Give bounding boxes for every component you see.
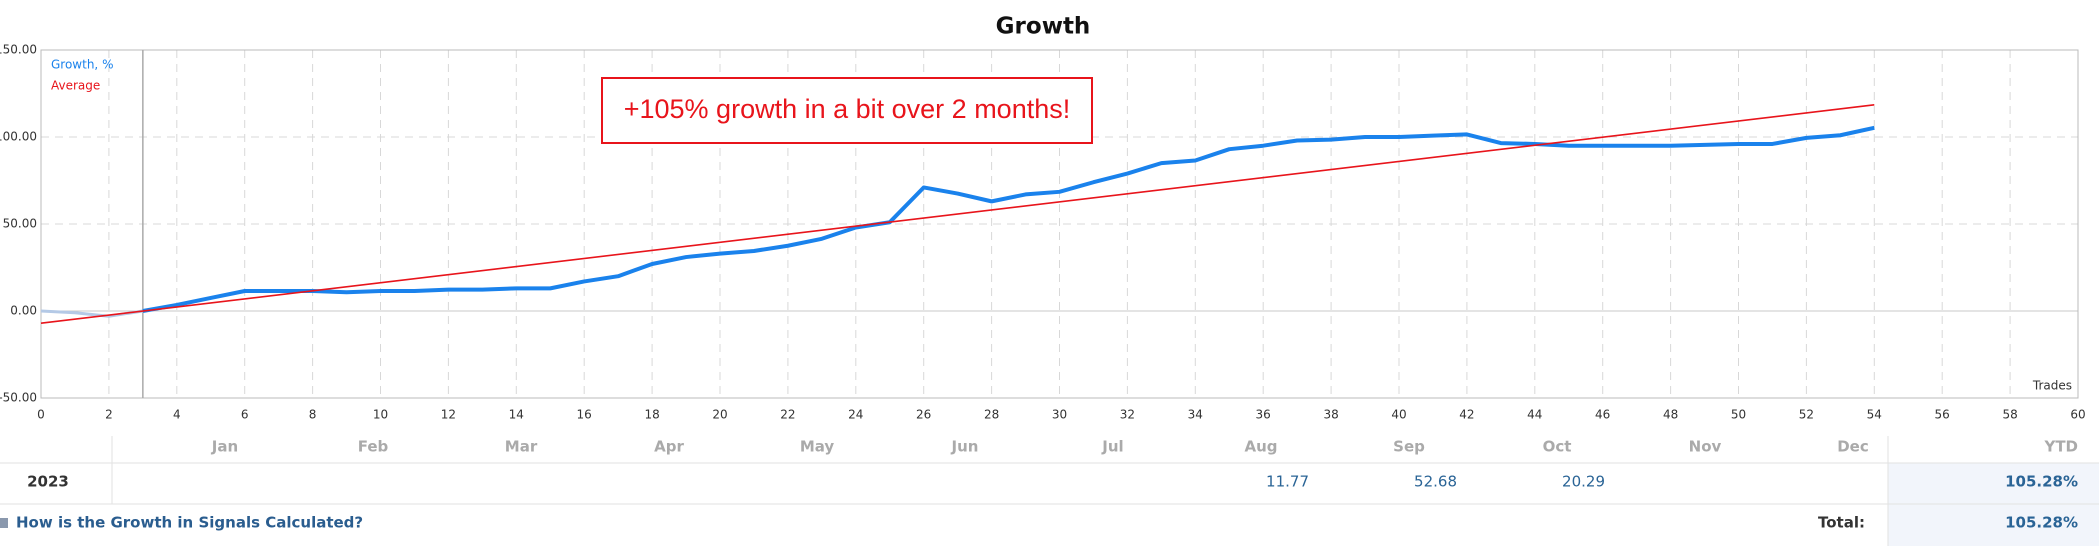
x-tick-label: 38 <box>1323 408 1338 422</box>
x-tick-label: 42 <box>1459 408 1474 422</box>
x-tick-label: 12 <box>441 408 456 422</box>
month-header: Mar <box>505 438 538 456</box>
month-header: Oct <box>1543 438 1572 456</box>
x-tick-label: 8 <box>309 408 317 422</box>
month-header: Feb <box>358 438 389 456</box>
x-tick-label: 16 <box>577 408 592 422</box>
legend-entry: Growth, % <box>51 58 113 72</box>
x-axis-label: Trades <box>2032 379 2072 393</box>
x-tick-label: 48 <box>1663 408 1678 422</box>
x-tick-label: 22 <box>780 408 795 422</box>
x-tick-label: 0 <box>37 408 45 422</box>
y-tick-label: 150.00 <box>0 43 37 57</box>
month-header: Aug <box>1244 438 1277 456</box>
month-header: Jun <box>951 438 979 456</box>
x-tick-label: 24 <box>848 408 863 422</box>
month-header: Nov <box>1689 438 1722 456</box>
x-tick-label: 30 <box>1052 408 1067 422</box>
annotation-box <box>601 77 1093 144</box>
month-value: 52.68 <box>1414 473 1457 491</box>
y-tick-label: 50.00 <box>3 217 37 231</box>
total-label: Total: <box>1818 514 1865 532</box>
y-tick-label: 100.00 <box>0 130 37 144</box>
x-tick-label: 18 <box>644 408 659 422</box>
row-year: 2023 <box>27 473 69 491</box>
legend-entry: Average <box>51 79 100 93</box>
month-header: Jan <box>211 438 238 456</box>
y-tick-label: 0.00 <box>10 304 37 318</box>
x-tick-label: 40 <box>1391 408 1406 422</box>
x-tick-label: 20 <box>712 408 727 422</box>
x-tick-label: 4 <box>173 408 181 422</box>
ytd-header: YTD <box>2043 438 2078 456</box>
month-header: Sep <box>1393 438 1425 456</box>
series-line <box>40 104 1875 324</box>
x-tick-label: 58 <box>2002 408 2017 422</box>
x-tick-label: 52 <box>1799 408 1814 422</box>
x-tick-label: 28 <box>984 408 999 422</box>
ytd-value: 105.28% <box>2005 473 2078 491</box>
chart-title: Growth <box>996 14 1091 40</box>
x-tick-label: 50 <box>1731 408 1746 422</box>
annotation: +105% growth in a bit over 2 months! <box>624 94 1071 124</box>
x-tick-label: 10 <box>373 408 388 422</box>
x-tick-label: 14 <box>509 408 524 422</box>
month-header: Apr <box>654 438 684 456</box>
plot-border <box>40 49 2079 399</box>
help-link[interactable]: How is the Growth in Signals Calculated? <box>16 514 363 532</box>
x-tick-label: 54 <box>1867 408 1882 422</box>
help-icon <box>0 518 8 528</box>
x-tick-label: 32 <box>1120 408 1135 422</box>
month-header: May <box>800 438 835 456</box>
y-tick-label: -50.00 <box>0 391 37 405</box>
x-tick-label: 34 <box>1188 408 1203 422</box>
x-tick-label: 46 <box>1595 408 1610 422</box>
x-tick-label: 56 <box>1935 408 1950 422</box>
x-tick-label: 60 <box>2070 408 2085 422</box>
x-tick-label: 44 <box>1527 408 1542 422</box>
x-tick-label: 26 <box>916 408 931 422</box>
month-header: Dec <box>1837 438 1869 456</box>
x-tick-label: 2 <box>105 408 113 422</box>
x-tick-label: 36 <box>1256 408 1271 422</box>
month-value: 20.29 <box>1562 473 1605 491</box>
series-line <box>142 125 1875 313</box>
x-tick-label: 6 <box>241 408 249 422</box>
total-value: 105.28% <box>2005 514 2078 532</box>
month-header: Jul <box>1101 438 1123 456</box>
month-value: 11.77 <box>1266 473 1309 491</box>
